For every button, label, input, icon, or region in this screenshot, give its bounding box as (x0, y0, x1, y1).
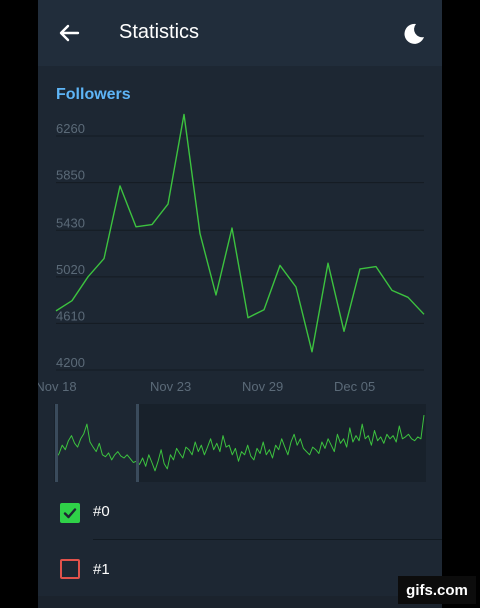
y-tick-label: 4610 (56, 308, 85, 323)
legend-checkbox-1[interactable] (60, 559, 80, 579)
y-tick-label: 5020 (56, 262, 85, 277)
legend-label-1: #1 (93, 561, 110, 578)
x-tick-label: Nov 18 (38, 379, 77, 394)
overview-handle-left (55, 404, 58, 482)
chart-title: Followers (56, 86, 131, 103)
legend-item-0[interactable]: #0 (38, 488, 442, 536)
app-bar: Statistics (38, 0, 442, 66)
checkmark-icon (63, 508, 77, 519)
legend-item-1[interactable]: #1 (38, 542, 442, 594)
legend-checkbox-0[interactable] (60, 503, 80, 523)
x-tick-label: Nov 29 (242, 379, 283, 394)
y-tick-label: 6260 (56, 121, 85, 136)
overview-handle-right (136, 404, 139, 482)
bottom-strip (38, 596, 442, 608)
followers-chart: 4200 4610 5020 5430 5850 6260 Nov 18 Nov 23 Nov … (38, 113, 426, 482)
y-tick-label: 4200 (56, 355, 85, 370)
statistics-screen: Statistics Followers 4200 4610 5020 5430 585… (38, 0, 442, 608)
watermark: gifs.com (398, 576, 476, 604)
arrow-left-icon (59, 24, 80, 42)
moon-icon (404, 23, 424, 44)
page-title: Statistics (119, 21, 200, 43)
night-mode-button[interactable] (402, 22, 426, 46)
x-tick-label: Dec 05 (334, 379, 375, 394)
y-tick-label: 5430 (56, 215, 85, 230)
x-tick-label: Nov 23 (150, 379, 191, 394)
overview-series-line (55, 415, 425, 472)
legend-label-0: #0 (93, 503, 110, 520)
legend-divider (93, 539, 442, 540)
overview-window (58, 404, 136, 482)
back-button[interactable] (56, 20, 82, 46)
followers-series-line (55, 113, 425, 353)
y-tick-label: 5850 (56, 168, 85, 183)
